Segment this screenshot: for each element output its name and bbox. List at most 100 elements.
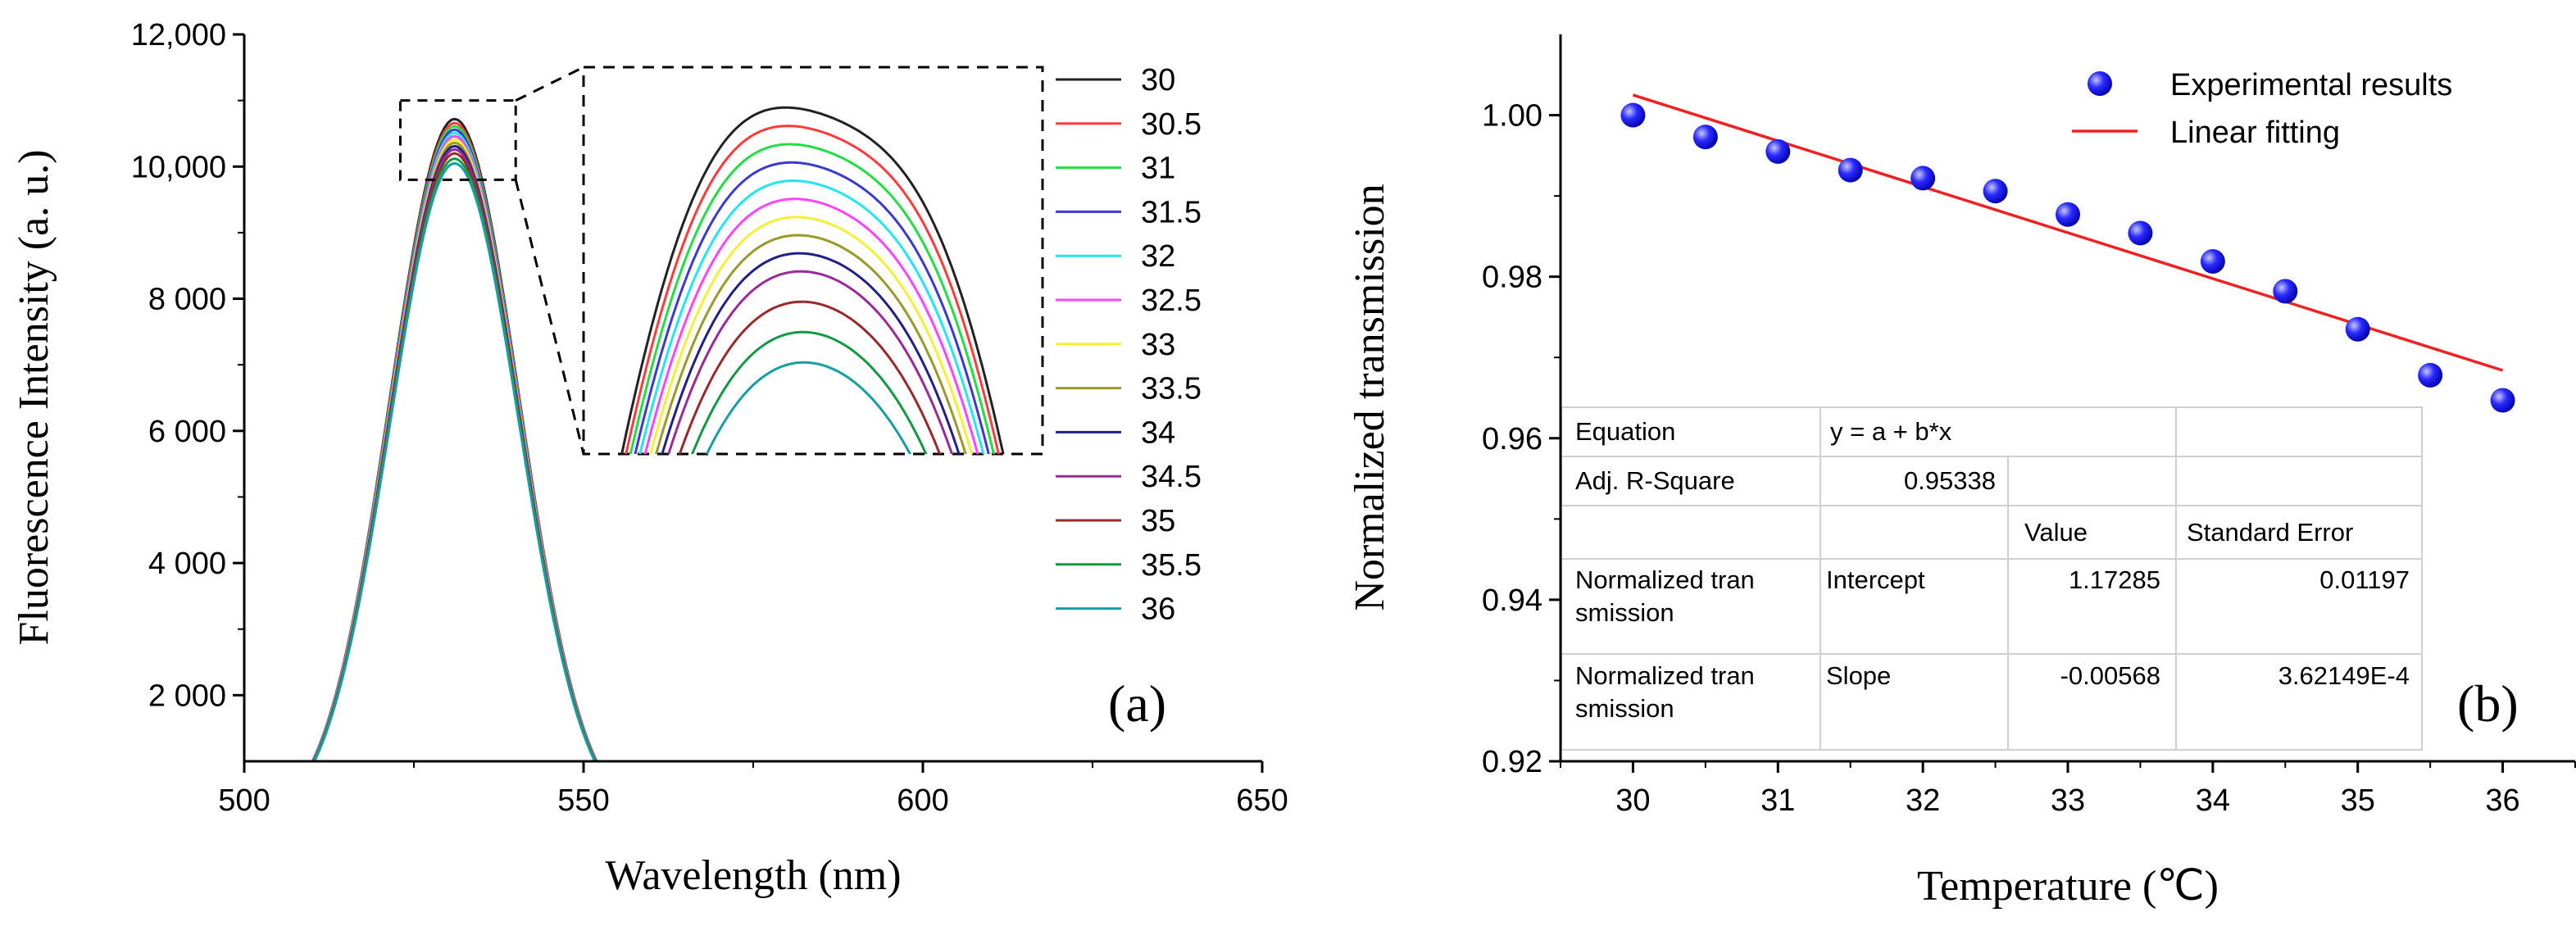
- legend-label-34.5: 34.5: [1141, 460, 1202, 494]
- x-tick-label: 31: [1760, 783, 1795, 818]
- legend-marker-experimental: [2088, 71, 2112, 96]
- series-line-36: [312, 161, 597, 761]
- legend-label-34: 34: [1141, 415, 1175, 450]
- inset-line-31: [629, 143, 996, 454]
- table-row1-param: Intercept: [1826, 565, 1925, 594]
- x-tick-label: 650: [1236, 783, 1288, 818]
- chart-a-legend: 30 30.5 31 31.5 32 32.5 33 33.5 34 34.5 35 35.5 36: [1056, 63, 1202, 627]
- series-line-31: [311, 125, 598, 761]
- table-r2-value: 0.95338: [1904, 466, 1996, 495]
- data-point: [1765, 138, 1791, 164]
- chart-b-panel-label: (b): [2457, 674, 2519, 733]
- table-grid: [1561, 407, 2422, 750]
- chart-a-curves: [311, 117, 598, 761]
- chart-b: Equation y = a + b*x Adj. R-Square 0.953…: [1347, 34, 2576, 910]
- y-tick-label: 0.96: [1482, 422, 1542, 456]
- x-tick-label: 35: [2341, 783, 2375, 818]
- data-point: [2128, 220, 2153, 246]
- y-tick-label: 0.98: [1482, 261, 1542, 295]
- y-tick-label: 6 000: [148, 415, 226, 449]
- x-tick-label: 34: [2196, 783, 2230, 818]
- legend-label-36: 36: [1141, 592, 1175, 627]
- series-line-30: [311, 117, 598, 761]
- inset-line-30.5: [625, 125, 1000, 454]
- x-tick-label: 36: [2485, 783, 2519, 818]
- table-value-header: Value: [2024, 518, 2088, 547]
- table-row2-param: Slope: [1826, 661, 1891, 690]
- x-tick-label: 600: [897, 783, 948, 818]
- data-point: [1983, 179, 2008, 204]
- chart-a-axes: 500 550 600 650 2 000 4 000 6 000 8 000 10,000 12…: [131, 18, 1288, 818]
- y-tick-label: 8 000: [148, 283, 226, 317]
- legend-label-33: 33: [1141, 328, 1175, 362]
- inset-line-35.5: [690, 330, 928, 454]
- table-equation-value: y = a + b*x: [1830, 417, 1952, 446]
- inset-line-34: [661, 252, 961, 454]
- chart-b-legend: Experimental results Linear fitting: [2072, 68, 2452, 150]
- data-point: [2418, 362, 2443, 388]
- series-line-32: [311, 131, 598, 761]
- inset-line-32.5: [643, 197, 979, 454]
- y-tick-label: 0.94: [1482, 583, 1542, 618]
- y-tick-label: 0.92: [1482, 745, 1542, 779]
- data-point: [1692, 125, 1718, 150]
- data-point: [1910, 166, 1936, 191]
- table-row1-name: Normalized tran: [1575, 565, 1755, 594]
- zoom-box: [398, 99, 517, 181]
- legend-label-35: 35: [1141, 504, 1175, 538]
- data-point: [2056, 202, 2080, 227]
- table-row2-error: 3.62149E-4: [2278, 661, 2410, 690]
- chart-b-ylabel: Normalized transmission: [1347, 184, 1393, 611]
- x-tick-label: 550: [557, 783, 609, 818]
- legend-label-31.5: 31.5: [1141, 195, 1202, 229]
- inset-line-30: [620, 106, 1005, 454]
- chart-b-plot: [1620, 93, 2515, 413]
- x-tick-label: 32: [1906, 783, 1940, 818]
- y-tick-label: 4 000: [148, 547, 226, 581]
- chart-b-axes: 30 31 32 33 34 35 36 0.92 0.94 0.96 0.98 1.00: [1482, 34, 2576, 818]
- chart-a-xlabel: Wavelength (nm): [605, 852, 901, 899]
- legend-label-33.5: 33.5: [1141, 372, 1202, 406]
- inset-line-31.5: [634, 161, 990, 454]
- table-row2-name: Normalized tran: [1575, 661, 1755, 690]
- chart-a-inset: [582, 66, 1044, 456]
- x-tick-label: 500: [218, 783, 270, 818]
- inset-curves: [620, 106, 1005, 454]
- series-line-32.5: [311, 134, 597, 761]
- data-point: [2345, 316, 2370, 342]
- inset-line-36: [705, 361, 912, 454]
- fit-results-table: Equation y = a + b*x Adj. R-Square 0.953…: [1561, 406, 2423, 751]
- legend-label-experimental: Experimental results: [2170, 68, 2452, 102]
- series-line-34: [312, 144, 597, 761]
- inset-line-35: [678, 300, 942, 454]
- x-tick-label: 33: [2051, 783, 2085, 818]
- table-r2-label: Adj. R-Square: [1575, 466, 1735, 495]
- data-point: [2273, 279, 2298, 304]
- y-tick-label: 12,000: [131, 18, 226, 52]
- y-tick-label: 10,000: [131, 150, 226, 184]
- series-line-31.5: [311, 128, 598, 761]
- legend-label-32.5: 32.5: [1141, 284, 1202, 318]
- inset-line-33.5: [655, 234, 967, 454]
- inset-frame: [582, 66, 1044, 456]
- series-line-34.5: [312, 148, 597, 761]
- zoom-region: [398, 66, 585, 455]
- data-point: [2490, 388, 2515, 413]
- inset-line-33: [649, 216, 974, 454]
- table-equation-label: Equation: [1575, 417, 1675, 446]
- inset-line-32: [638, 179, 985, 454]
- data-point: [1620, 102, 1646, 128]
- chart-b-xlabel: Temperature (℃): [1917, 863, 2219, 910]
- data-point: [2200, 248, 2225, 274]
- table-row1-error: 0.01197: [2319, 565, 2410, 594]
- legend-label-30: 30: [1141, 63, 1175, 98]
- table-error-header: Standard Error: [2187, 518, 2353, 547]
- legend-label-35.5: 35.5: [1141, 548, 1202, 583]
- y-tick-label: 1.00: [1482, 99, 1542, 134]
- table-row2-name-cont: smission: [1575, 694, 1674, 723]
- fit-line: [1632, 93, 2504, 372]
- table-row2-value: -0.00568: [2060, 661, 2160, 690]
- legend-label-32: 32: [1141, 239, 1175, 274]
- legend-label-31: 31: [1141, 152, 1175, 186]
